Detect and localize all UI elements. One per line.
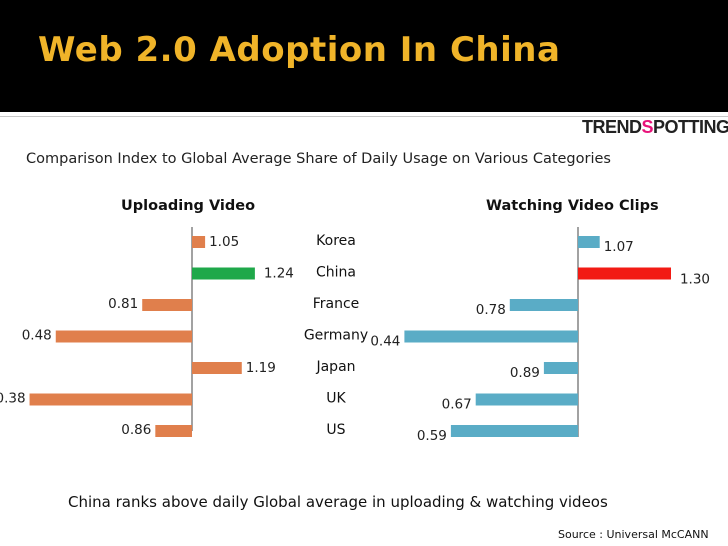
chart-subtitle: Comparison Index to Global Average Share… xyxy=(26,151,611,167)
upload-value-label: 0.81 xyxy=(108,296,138,312)
upload-value-label: 1.19 xyxy=(246,360,276,376)
upload-bar-uk xyxy=(29,393,193,406)
upload-bar-us xyxy=(155,425,192,437)
category-label-france: France xyxy=(313,296,360,312)
uploading-video-title: Uploading Video xyxy=(121,198,256,214)
upload-bar-germany xyxy=(55,330,193,343)
watch-value-label: 0.78 xyxy=(476,302,506,318)
watch-bar-china xyxy=(578,267,671,280)
upload-value-label: 1.24 xyxy=(264,266,294,282)
category-label-germany: Germany xyxy=(304,328,368,344)
upload-value-label: 0.86 xyxy=(121,422,151,438)
upload-bar-korea xyxy=(192,236,206,248)
watch-bar-korea xyxy=(578,236,600,248)
category-label-korea: Korea xyxy=(316,233,356,249)
trendspotting-logo: TRENDSPOTTING xyxy=(582,117,728,137)
upload-bar-france xyxy=(142,299,192,311)
logo-text-suffix: POTTING xyxy=(653,117,728,137)
category-label-japan: Japan xyxy=(315,359,355,375)
watch-value-label: 0.44 xyxy=(370,334,400,350)
watch-value-label: 1.30 xyxy=(680,272,710,288)
watch-bar-uk xyxy=(475,393,578,406)
upload-value-label: 0.38 xyxy=(0,391,26,407)
upload-value-label: 0.48 xyxy=(22,328,52,344)
upload-bar-japan xyxy=(192,362,242,374)
header-divider xyxy=(0,116,728,117)
category-label-uk: UK xyxy=(326,391,346,407)
watch-bar-germany xyxy=(404,330,578,343)
logo-mark: S xyxy=(641,117,654,137)
category-label-us: US xyxy=(326,422,345,438)
watching-video-title: Watching Video Clips xyxy=(486,198,659,214)
upload-bar-china xyxy=(192,267,255,280)
title-bar: Web 2.0 Adoption In China xyxy=(0,0,728,112)
watch-value-label: 1.07 xyxy=(604,239,634,255)
watch-bar-us xyxy=(450,425,578,437)
category-label-china: China xyxy=(316,265,356,281)
watch-value-label: 0.59 xyxy=(417,428,447,444)
slide-title: Web 2.0 Adoption In China xyxy=(38,30,561,70)
watch-bar-japan xyxy=(543,362,578,374)
footer-note: China ranks above daily Global average i… xyxy=(68,493,608,511)
logo-text-prefix: TREND xyxy=(582,117,642,137)
watch-value-label: 0.89 xyxy=(510,365,540,381)
source-note: Source : Universal McCANN xyxy=(558,528,709,541)
watch-value-label: 0.67 xyxy=(442,397,472,413)
upload-value-label: 1.05 xyxy=(209,234,239,250)
watch-bar-france xyxy=(509,299,578,311)
